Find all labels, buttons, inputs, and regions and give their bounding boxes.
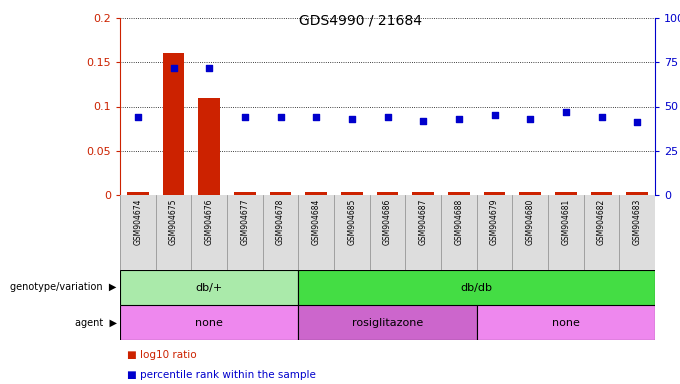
Bar xyxy=(555,192,577,195)
Point xyxy=(596,114,607,120)
Text: ■ log10 ratio: ■ log10 ratio xyxy=(126,350,197,360)
Point xyxy=(454,116,464,122)
Point xyxy=(382,114,393,120)
Text: GSM904683: GSM904683 xyxy=(632,199,642,245)
Text: GDS4990 / 21684: GDS4990 / 21684 xyxy=(299,14,422,28)
Text: GSM904677: GSM904677 xyxy=(240,199,250,245)
Point xyxy=(168,65,179,71)
Bar xyxy=(341,192,362,195)
Bar xyxy=(477,305,655,340)
Text: GSM904686: GSM904686 xyxy=(383,199,392,245)
Point xyxy=(346,116,357,122)
Text: GSM904684: GSM904684 xyxy=(311,199,321,245)
Text: genotype/variation  ▶: genotype/variation ▶ xyxy=(10,283,116,293)
Text: GSM904687: GSM904687 xyxy=(419,199,428,245)
Text: GSM904680: GSM904680 xyxy=(526,199,534,245)
Text: db/db: db/db xyxy=(460,283,493,293)
Point xyxy=(311,114,322,120)
Bar xyxy=(591,192,612,195)
Text: GSM904679: GSM904679 xyxy=(490,199,499,245)
Bar xyxy=(626,192,648,195)
Text: agent  ▶: agent ▶ xyxy=(75,318,116,328)
Bar xyxy=(377,192,398,195)
Text: GSM904678: GSM904678 xyxy=(276,199,285,245)
Bar xyxy=(520,192,541,195)
Text: GSM904681: GSM904681 xyxy=(561,199,571,245)
Text: GSM904676: GSM904676 xyxy=(205,199,214,245)
Bar xyxy=(448,192,469,195)
Point xyxy=(133,114,143,120)
Text: rosiglitazone: rosiglitazone xyxy=(352,318,423,328)
Text: db/+: db/+ xyxy=(196,283,223,293)
Text: GSM904685: GSM904685 xyxy=(347,199,356,245)
Bar xyxy=(483,192,505,195)
Text: none: none xyxy=(195,318,223,328)
Text: ■ percentile rank within the sample: ■ percentile rank within the sample xyxy=(126,369,316,379)
Point xyxy=(204,65,215,71)
Bar xyxy=(234,192,256,195)
Text: GSM904675: GSM904675 xyxy=(169,199,178,245)
Bar xyxy=(305,192,327,195)
Text: GSM904674: GSM904674 xyxy=(133,199,142,245)
Text: GSM904682: GSM904682 xyxy=(597,199,606,245)
Bar xyxy=(127,192,148,195)
Text: none: none xyxy=(552,318,580,328)
Bar xyxy=(163,53,184,195)
Point xyxy=(239,114,250,120)
Bar xyxy=(120,305,299,340)
Point xyxy=(489,112,500,118)
Point xyxy=(525,116,536,122)
Bar xyxy=(270,192,291,195)
Point xyxy=(418,118,428,124)
Bar xyxy=(299,270,655,305)
Bar xyxy=(120,270,299,305)
Point xyxy=(275,114,286,120)
Bar xyxy=(199,98,220,195)
Point xyxy=(632,119,643,126)
Bar xyxy=(413,192,434,195)
Text: GSM904688: GSM904688 xyxy=(454,199,463,245)
Bar xyxy=(299,305,477,340)
Point xyxy=(560,109,571,115)
